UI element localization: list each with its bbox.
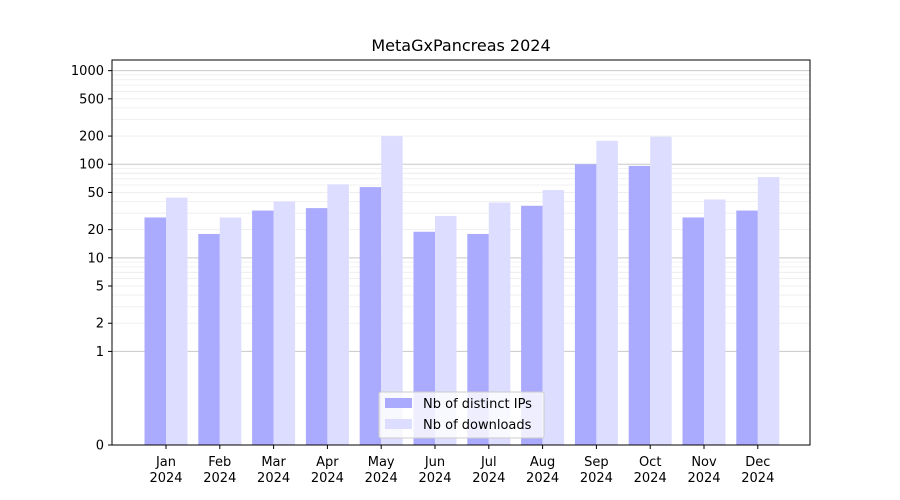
y-tick-label: 1 [96, 345, 104, 360]
x-tick-label: Mar 2024 [257, 455, 290, 486]
bar-downloads [757, 177, 780, 446]
x-tick-label: Aug 2024 [526, 455, 559, 486]
x-tick-label: Feb 2024 [203, 455, 236, 486]
x-tick-label: Jan 2024 [149, 455, 182, 486]
y-tick-label: 200 [79, 130, 104, 145]
legend-swatch-ips [385, 398, 412, 408]
y-tick-label: 1000 [71, 64, 104, 79]
x-tick-label: Oct 2024 [634, 455, 667, 486]
bar-distinct-ips [252, 210, 274, 445]
legend-box [378, 391, 545, 439]
bar-downloads [650, 136, 672, 445]
bar-distinct-ips [359, 187, 382, 445]
y-tick-label: 20 [87, 223, 104, 238]
y-tick-label: 50 [87, 186, 104, 201]
y-tick-label: 500 [79, 92, 104, 107]
bar-downloads [327, 184, 349, 445]
x-tick-label: May 2024 [365, 455, 398, 486]
bar-downloads [166, 197, 188, 445]
bar-downloads [542, 190, 565, 445]
y-tick-label: 5 [96, 280, 104, 295]
legend-swatch-downloads [385, 419, 412, 429]
chart-title: MetaGxPancreas 2024 [371, 36, 550, 55]
bar-distinct-ips [144, 217, 166, 445]
legend-label-ips: Nb of distinct IPs [423, 397, 532, 412]
x-tick-label: Jul 2024 [472, 455, 505, 486]
legend: Nb of distinct IPs Nb of downloads [378, 391, 545, 439]
bar-distinct-ips [198, 233, 220, 445]
bar-downloads [435, 215, 457, 445]
x-tick-label: Jun 2024 [418, 455, 451, 486]
bar-downloads [219, 217, 242, 445]
bars [144, 136, 780, 446]
bar-downloads [488, 202, 511, 445]
y-tick-label: 0 [96, 439, 104, 454]
bar-downloads [273, 201, 296, 445]
bar-distinct-ips [736, 210, 758, 445]
y-tick-label: 2 [96, 317, 104, 332]
bar-distinct-ips [574, 164, 597, 445]
x-tick-label: Dec 2024 [741, 455, 774, 486]
bar-downloads [704, 199, 726, 445]
bar-distinct-ips [628, 165, 651, 445]
y-tick-label: 100 [79, 158, 104, 173]
x-axis-ticks: Jan 2024 Feb 2024 Mar 2024 Apr 2024 May 2024 Jun 20… [149, 445, 774, 486]
x-tick-label: Sep 2024 [580, 455, 613, 486]
bar-downloads [381, 136, 403, 446]
legend-label-downloads: Nb of downloads [423, 418, 532, 433]
plot-frame [111, 59, 811, 446]
bar-distinct-ips [305, 208, 328, 445]
bar-distinct-ips [521, 205, 543, 445]
x-tick-label: Apr 2024 [311, 455, 344, 486]
bar-downloads [596, 140, 618, 445]
bar-distinct-ips [682, 217, 704, 445]
x-tick-label: Nov 2024 [687, 455, 720, 486]
y-tick-label: 10 [87, 251, 104, 266]
y-axis-ticks: 0 1 2 5 10 20 50 100 200 500 1000 [71, 64, 112, 454]
